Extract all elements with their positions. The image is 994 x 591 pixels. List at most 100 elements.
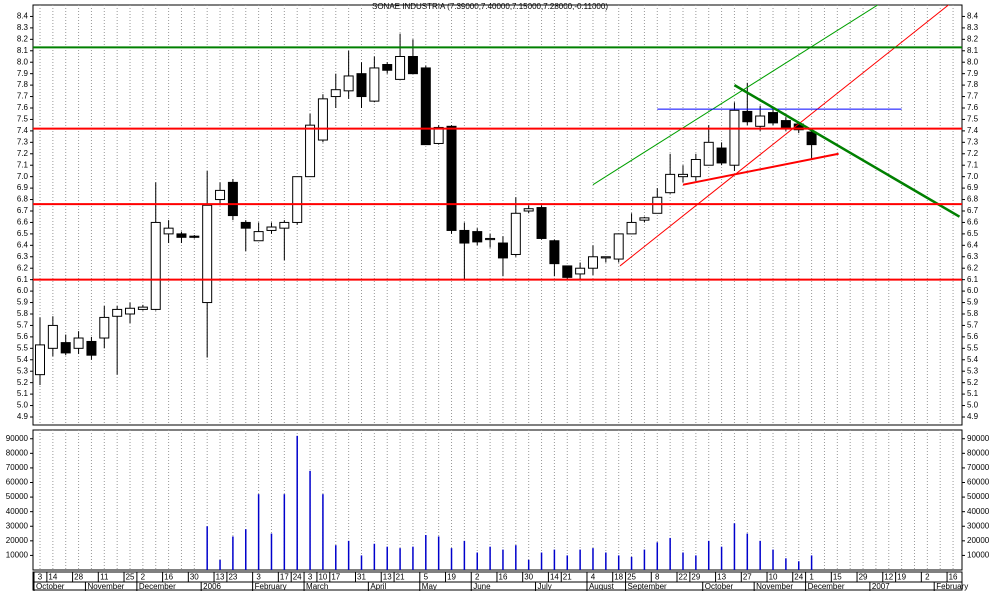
y-tick-label: 5.9 [967, 298, 979, 307]
x-tick-label: 18 [614, 573, 623, 582]
volume-tick-label: 80000 [967, 448, 990, 457]
volume-bar [515, 545, 517, 570]
month-label: May [422, 582, 437, 591]
y-tick-label: 5.8 [967, 309, 979, 318]
volume-bar [399, 548, 401, 570]
x-tick-label: 14 [550, 573, 559, 582]
y-tick-label: 7.3 [967, 137, 979, 146]
x-tick-label: 3 [38, 573, 43, 582]
y-tick-label: 4.9 [967, 412, 979, 421]
month-label: October [705, 582, 734, 591]
x-tick-label: 16 [499, 573, 508, 582]
y-tick-label: 8.2 [17, 34, 29, 43]
candle-body [780, 120, 791, 128]
volume-bar [322, 494, 324, 570]
candle-body [562, 265, 573, 278]
month-label: February [255, 582, 287, 591]
y-tick-label: 6.8 [17, 195, 29, 204]
candle-body [613, 233, 624, 260]
volume-tick-label: 40000 [967, 507, 990, 516]
y-tick-label: 5.0 [17, 401, 29, 410]
volume-bar [785, 558, 787, 570]
candle-body [485, 237, 496, 241]
chart-title: SONAE INDUSTRIA (7.39000,7.40000,7.15000… [372, 2, 608, 11]
candle-body [639, 217, 650, 221]
trend-line [592, 5, 879, 186]
volume-bar [797, 561, 800, 570]
y-tick-label: 6.8 [967, 195, 979, 204]
candle-body [163, 227, 174, 235]
volume-bar [386, 546, 388, 570]
volume-tick-label: 30000 [967, 521, 990, 530]
y-tick-label: 5.6 [967, 332, 979, 341]
candle-body [176, 233, 187, 238]
y-tick-label: 5.1 [17, 389, 29, 398]
y-tick-label: 6.9 [17, 183, 29, 192]
x-tick-label: 15 [833, 573, 842, 582]
volume-bar [695, 555, 697, 570]
y-tick-label: 5.6 [17, 332, 29, 341]
x-tick-label: 21 [563, 573, 572, 582]
volume-bar [810, 555, 813, 570]
volume-tick-label: 40000 [6, 507, 29, 516]
candle-body [472, 231, 483, 243]
candle-body [292, 176, 303, 223]
volume-tick-label: 70000 [967, 463, 990, 472]
candle-body [742, 110, 753, 123]
candle-body [189, 235, 200, 238]
y-tick-label: 7.7 [17, 92, 29, 101]
candle-body [369, 67, 380, 102]
x-tick-label: 29 [859, 573, 868, 582]
candle-body [575, 267, 586, 275]
candle-body [253, 231, 264, 242]
candle-body [716, 147, 727, 164]
candle-body [356, 73, 367, 98]
y-tick-label: 8.1 [967, 46, 979, 55]
x-tick-label: 13 [383, 573, 392, 582]
candle-body [587, 256, 598, 269]
y-tick-label: 6.5 [967, 229, 979, 238]
candle-body [330, 89, 341, 98]
candle-body [497, 242, 508, 259]
y-tick-label: 7.8 [967, 80, 979, 89]
candle-body [703, 141, 714, 166]
month-label: November [87, 582, 124, 591]
y-tick-label: 6.1 [17, 275, 29, 284]
candle-body [446, 125, 457, 231]
volume-bar [257, 494, 260, 570]
candle-body [125, 307, 136, 315]
y-tick-label: 6.2 [17, 263, 29, 272]
x-tick-label: 5 [424, 573, 429, 582]
y-tick-label: 5.2 [17, 378, 29, 387]
candle-body [112, 308, 123, 317]
x-tick-label: 31 [357, 573, 366, 582]
candle-body [420, 67, 431, 146]
month-label: December [139, 582, 176, 591]
y-tick-label: 7.8 [17, 80, 29, 89]
volume-bar [553, 549, 556, 570]
x-tick-label: 23 [228, 573, 237, 582]
candle-body [433, 126, 444, 144]
y-tick-label: 7.9 [967, 69, 979, 78]
x-tick-label: 10 [769, 573, 778, 582]
y-tick-label: 5.3 [17, 366, 29, 375]
x-tick-label: 24 [293, 573, 302, 582]
candle-body [35, 344, 45, 376]
y-tick-label: 7.2 [17, 149, 29, 158]
volume-bar [450, 548, 453, 570]
candle-body [99, 316, 110, 339]
y-tick-label: 6.0 [967, 286, 979, 295]
candle-body [459, 229, 470, 244]
volume-tick-label: 90000 [6, 434, 29, 443]
candle-body [47, 324, 58, 349]
x-tick-label: 2 [141, 573, 146, 582]
y-tick-label: 7.6 [17, 103, 29, 112]
volume-bar [335, 545, 337, 570]
x-tick-label: 24 [794, 573, 803, 582]
volume-bar [669, 537, 671, 570]
volume-bar [592, 548, 594, 570]
candle-body [407, 55, 418, 75]
candle-body [678, 173, 688, 178]
volume-bar [347, 540, 350, 570]
volume-tick-label: 50000 [967, 492, 990, 501]
